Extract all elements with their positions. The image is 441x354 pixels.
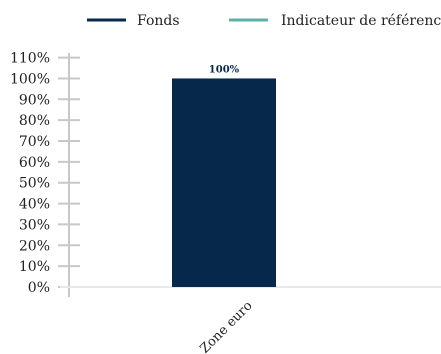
y-tick-label: 40% <box>19 197 50 213</box>
y-tick-label: 10% <box>19 259 50 275</box>
x-axis-categories: Zone euro <box>197 298 255 354</box>
legend-item-fonds: Fonds <box>87 13 180 29</box>
legend: Fonds Indicateur de référence <box>87 13 441 29</box>
y-tick-label: 30% <box>19 217 50 233</box>
y-tick-label: 60% <box>19 155 50 171</box>
bar-fonds <box>172 78 276 287</box>
x-category-label: Zone euro <box>197 298 255 354</box>
y-tick-label: 90% <box>19 92 50 108</box>
bars: 100% <box>172 64 276 287</box>
y-tick-label: 20% <box>19 238 50 254</box>
legend-label-fonds: Fonds <box>137 13 180 29</box>
y-tick-label: 0% <box>28 280 50 296</box>
y-tick-label: 100% <box>10 71 50 87</box>
y-tick-label: 80% <box>19 113 50 129</box>
bar-data-label: 100% <box>209 64 240 75</box>
legend-item-benchmark: Indicateur de référence <box>229 13 441 29</box>
y-tick-label: 110% <box>10 51 50 67</box>
legend-label-benchmark: Indicateur de référence <box>281 13 441 29</box>
y-axis-ticks: 0% 10% 20% 30% 40% 50% 60% 70% 80% 90% 100% 110% <box>10 51 80 296</box>
y-tick-label: 70% <box>19 134 50 150</box>
y-tick-label: 50% <box>19 176 50 192</box>
